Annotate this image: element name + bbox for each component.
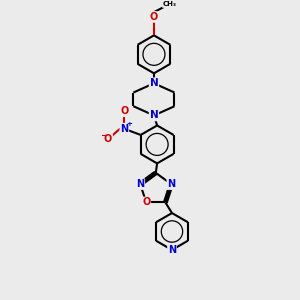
Text: O: O: [120, 106, 128, 116]
Text: N: N: [168, 245, 176, 255]
Text: O: O: [142, 197, 150, 207]
Text: N: N: [120, 124, 128, 134]
Text: N: N: [167, 179, 175, 189]
Text: O: O: [104, 134, 112, 144]
Text: O: O: [150, 12, 158, 22]
Text: N: N: [136, 179, 144, 189]
Text: N: N: [150, 78, 158, 88]
Text: +: +: [126, 121, 132, 127]
Text: CH₃: CH₃: [163, 1, 177, 7]
Text: N: N: [150, 110, 158, 120]
Text: −: −: [100, 131, 107, 140]
